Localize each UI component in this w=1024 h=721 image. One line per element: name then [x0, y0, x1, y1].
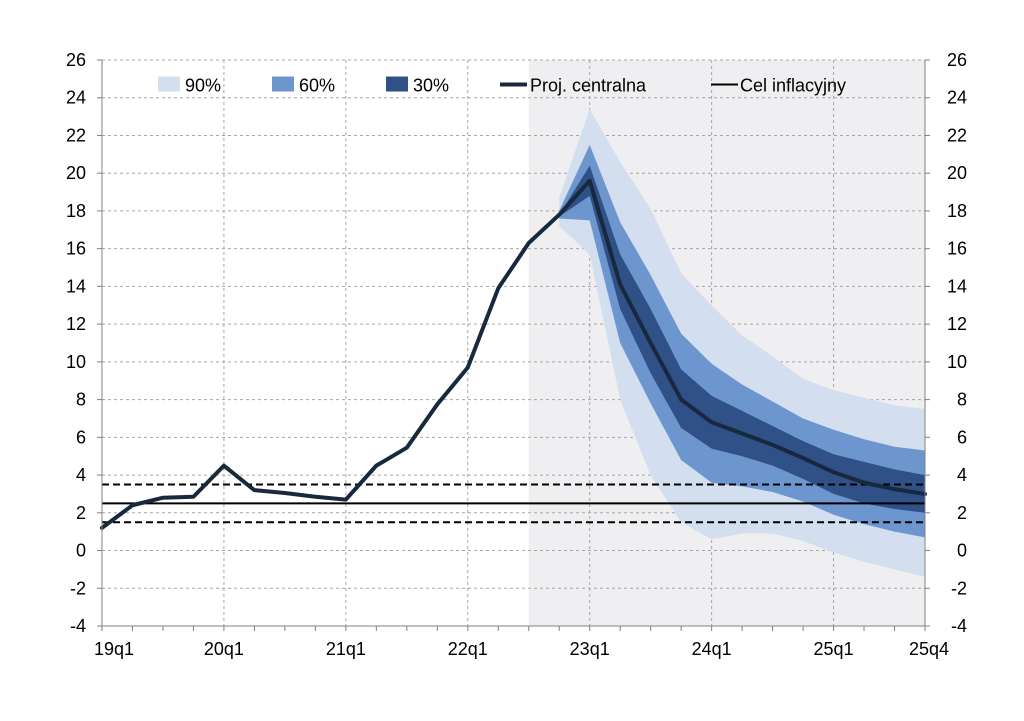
y-tick-label-right: 10	[947, 352, 967, 372]
central-projection-layer	[100, 178, 927, 530]
central-projection-line	[100, 178, 927, 530]
y-tick-label-right: 22	[947, 125, 967, 145]
y-tick-label-left: 24	[66, 88, 86, 108]
y-tick-label-right: 12	[947, 314, 967, 334]
x-tick-label: 22q1	[448, 639, 488, 659]
axes-layer: 26242220181614121086420-2-42624222018161…	[66, 50, 967, 659]
y-tick-label-right: 6	[957, 427, 967, 447]
legend-label: Proj. centralna	[530, 76, 647, 96]
y-tick-label-left: 0	[76, 541, 86, 561]
y-tick-label-left: 26	[66, 50, 86, 70]
x-tick-label: 23q1	[570, 639, 610, 659]
x-tick-label: 25q1	[814, 639, 854, 659]
legend-swatch-band-90	[158, 76, 180, 92]
inflation-target-layer	[102, 483, 925, 524]
y-tick-label-left: 4	[76, 465, 86, 485]
y-tick-label-right: 14	[947, 276, 967, 296]
y-tick-label-right: -2	[951, 578, 967, 598]
legend-swatch-band-60	[272, 76, 294, 92]
y-tick-label-left: 12	[66, 314, 86, 334]
y-tick-label-right: -4	[951, 616, 967, 636]
x-tick-label: 24q1	[692, 639, 732, 659]
x-tick-label: 21q1	[326, 639, 366, 659]
y-tick-label-left: 2	[76, 503, 86, 523]
y-tick-label-right: 8	[957, 390, 967, 410]
y-tick-label-left: 10	[66, 352, 86, 372]
legend: 90% 60% 30% Proj. centralna Cel inflacyjny	[158, 76, 846, 96]
y-tick-label-right: 0	[957, 541, 967, 561]
y-tick-label-left: 14	[66, 276, 86, 296]
legend-label: 30%	[413, 76, 449, 96]
legend-label: 90%	[185, 76, 221, 96]
y-tick-label-left: 8	[76, 390, 86, 410]
y-tick-label-left: 20	[66, 163, 86, 183]
band-60	[559, 144, 925, 538]
y-tick-label-right: 26	[947, 50, 967, 70]
y-tick-label-right: 20	[947, 163, 967, 183]
legend-swatch-band-30	[386, 76, 408, 92]
y-tick-label-left: 16	[66, 239, 86, 259]
y-tick-label-left: 22	[66, 125, 86, 145]
legend-label: Cel inflacyjny	[740, 76, 846, 96]
legend-label: 60%	[299, 76, 335, 96]
x-tick-label: 20q1	[204, 639, 244, 659]
y-tick-label-right: 4	[957, 465, 967, 485]
x-tick-label: 25q4	[909, 639, 949, 659]
y-tick-label-right: 18	[947, 201, 967, 221]
x-tick-label: 19q1	[94, 639, 134, 659]
y-tick-label-right: 2	[957, 503, 967, 523]
y-tick-label-right: 24	[947, 88, 967, 108]
y-tick-label-left: -4	[70, 616, 86, 636]
y-tick-label-left: 6	[76, 427, 86, 447]
y-tick-label-left: -2	[70, 578, 86, 598]
y-tick-label-left: 18	[66, 201, 86, 221]
y-tick-label-right: 16	[947, 239, 967, 259]
